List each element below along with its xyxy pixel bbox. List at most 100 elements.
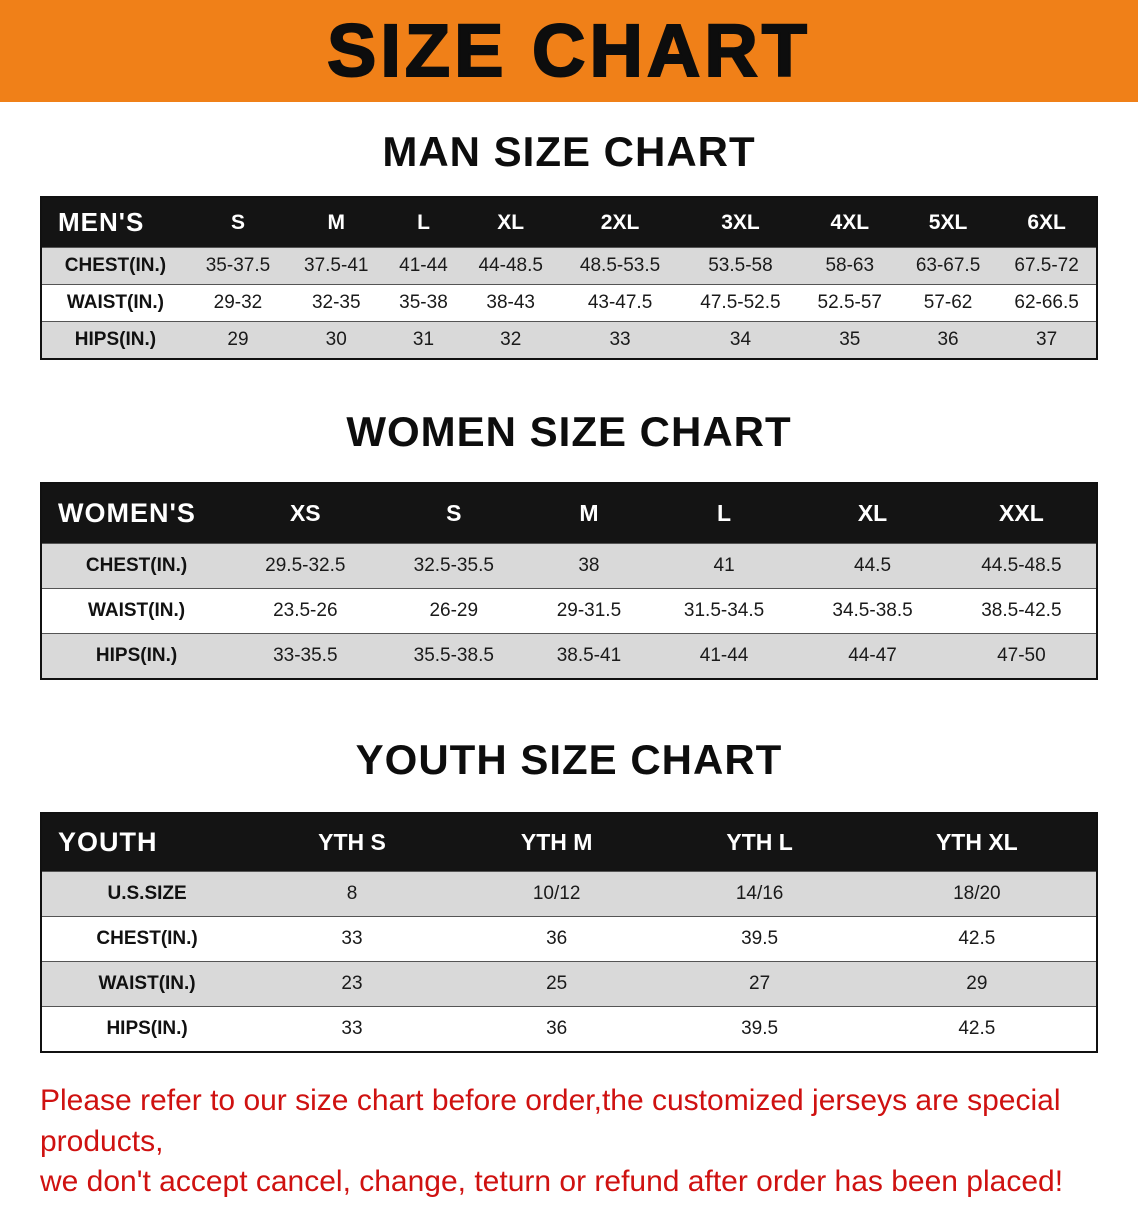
size-header-cell: 4XL [800, 196, 899, 248]
size-header-cell: L [649, 482, 799, 544]
table-header-row: YOUTH YTH S YTH M YTH L YTH XL [41, 812, 1097, 872]
table-row: HIPS(IN.) 29 30 31 32 33 34 35 36 37 [41, 321, 1097, 360]
value-cell: 35-37.5 [188, 247, 288, 285]
size-header-cell: XS [231, 482, 380, 544]
size-header-cell: XL [461, 196, 560, 248]
value-cell: 44.5 [798, 543, 947, 589]
value-cell: 33 [559, 321, 681, 360]
order-policy-note: Please refer to our size chart before or… [40, 1081, 1138, 1227]
value-cell: 32.5-35.5 [379, 543, 529, 589]
size-header-cell: 6XL [997, 196, 1097, 248]
value-cell: 58-63 [800, 247, 899, 285]
value-cell: 25 [451, 961, 662, 1007]
value-cell: 36 [451, 1006, 662, 1053]
table-row: HIPS(IN.) 33-35.5 35.5-38.5 38.5-41 41-44 44-… [41, 633, 1097, 680]
value-cell: 39.5 [661, 1006, 858, 1053]
value-cell: 41-44 [649, 633, 799, 680]
value-cell: 44-48.5 [461, 247, 560, 285]
row-label-cell: CHEST(IN.) [41, 543, 232, 589]
value-cell: 38 [528, 543, 650, 589]
row-label-cell: HIPS(IN.) [41, 633, 232, 680]
value-cell: 31.5-34.5 [649, 588, 799, 634]
order-policy-line-1: Please refer to our size chart before or… [40, 1084, 1061, 1158]
value-cell: 27 [661, 961, 858, 1007]
value-cell: 29-31.5 [528, 588, 650, 634]
row-label-cell: WAIST(IN.) [41, 284, 189, 322]
value-cell: 34.5-38.5 [798, 588, 947, 634]
value-cell: 41-44 [385, 247, 462, 285]
value-cell: 34 [680, 321, 801, 360]
size-header-cell: 2XL [559, 196, 681, 248]
value-cell: 35-38 [385, 284, 462, 322]
value-cell: 31 [385, 321, 462, 360]
value-cell: 38.5-41 [528, 633, 650, 680]
value-cell: 47.5-52.5 [680, 284, 801, 322]
size-header-cell: S [188, 196, 288, 248]
men-size-table: MEN'S S M L XL 2XL 3XL 4XL 5XL 6XL CHEST(IN.) 35-37… [40, 196, 1098, 360]
value-cell: 36 [898, 321, 998, 360]
value-cell: 29.5-32.5 [231, 543, 380, 589]
value-cell: 44-47 [798, 633, 947, 680]
table-row: HIPS(IN.) 33 36 39.5 42.5 [41, 1006, 1097, 1053]
size-header-cell: L [385, 196, 462, 248]
size-header-cell: XXL [946, 482, 1097, 544]
row-label-cell: HIPS(IN.) [41, 321, 189, 360]
value-cell: 67.5-72 [997, 247, 1097, 285]
size-header-cell: M [528, 482, 650, 544]
size-header-cell: XL [798, 482, 947, 544]
size-header-cell: YTH M [451, 812, 662, 872]
value-cell: 39.5 [661, 916, 858, 962]
row-label-cell: CHEST(IN.) [41, 247, 189, 285]
value-cell: 32-35 [287, 284, 386, 322]
value-cell: 41 [649, 543, 799, 589]
size-header-cell: YTH XL [857, 812, 1097, 872]
table-row: CHEST(IN.) 29.5-32.5 32.5-35.5 38 41 44.5 44.5… [41, 543, 1097, 589]
youth-section-heading: YOUTH SIZE CHART [355, 736, 783, 783]
value-cell: 48.5-53.5 [559, 247, 681, 285]
value-cell: 10/12 [451, 871, 662, 917]
value-cell: 57-62 [898, 284, 998, 322]
value-cell: 23.5-26 [231, 588, 380, 634]
value-cell: 32 [461, 321, 560, 360]
men-section-heading: MAN SIZE CHART [382, 128, 756, 175]
table-title-cell: WOMEN'S [41, 482, 232, 544]
women-section-heading: WOMEN SIZE CHART [346, 408, 792, 455]
size-header-cell: 5XL [898, 196, 998, 248]
value-cell: 33-35.5 [231, 633, 380, 680]
value-cell: 33 [252, 1006, 452, 1053]
value-cell: 52.5-57 [800, 284, 899, 322]
value-cell: 18/20 [857, 871, 1097, 917]
value-cell: 37 [997, 321, 1097, 360]
women-size-table: WOMEN'S XS S M L XL XXL CHEST(IN.) 29.5-32.5 32.5… [40, 482, 1098, 680]
size-header-cell: S [379, 482, 529, 544]
value-cell: 29 [857, 961, 1097, 1007]
table-row: WAIST(IN.) 29-32 32-35 35-38 38-43 43-47.5 47.… [41, 284, 1097, 322]
row-label-cell: U.S.SIZE [41, 871, 253, 917]
row-label-cell: WAIST(IN.) [41, 588, 232, 634]
table-row: WAIST(IN.) 23 25 27 29 [41, 961, 1097, 1007]
value-cell: 35.5-38.5 [379, 633, 529, 680]
value-cell: 33 [252, 916, 452, 962]
size-header-cell: M [287, 196, 386, 248]
table-row: WAIST(IN.) 23.5-26 26-29 29-31.5 31.5-34.5 34… [41, 588, 1097, 634]
value-cell: 23 [252, 961, 452, 1007]
order-policy-line-2: we don't accept cancel, change, teturn o… [40, 1165, 1064, 1198]
value-cell: 29 [188, 321, 288, 360]
value-cell: 63-67.5 [898, 247, 998, 285]
value-cell: 37.5-41 [287, 247, 386, 285]
table-header-row: WOMEN'S XS S M L XL XXL [41, 482, 1097, 544]
size-header-cell: YTH L [661, 812, 858, 872]
value-cell: 44.5-48.5 [946, 543, 1097, 589]
size-header-cell: 3XL [680, 196, 801, 248]
table-header-row: MEN'S S M L XL 2XL 3XL 4XL 5XL 6XL [41, 196, 1097, 248]
value-cell: 38.5-42.5 [946, 588, 1097, 634]
youth-size-table: YOUTH YTH S YTH M YTH L YTH XL U.S.SIZE 8 10/12… [40, 812, 1098, 1053]
value-cell: 38-43 [461, 284, 560, 322]
table-row: CHEST(IN.) 35-37.5 37.5-41 41-44 44-48.5 48.5… [41, 247, 1097, 285]
row-label-cell: HIPS(IN.) [41, 1006, 253, 1053]
value-cell: 26-29 [379, 588, 529, 634]
size-header-cell: YTH S [252, 812, 452, 872]
value-cell: 8 [252, 871, 452, 917]
value-cell: 42.5 [857, 1006, 1097, 1053]
